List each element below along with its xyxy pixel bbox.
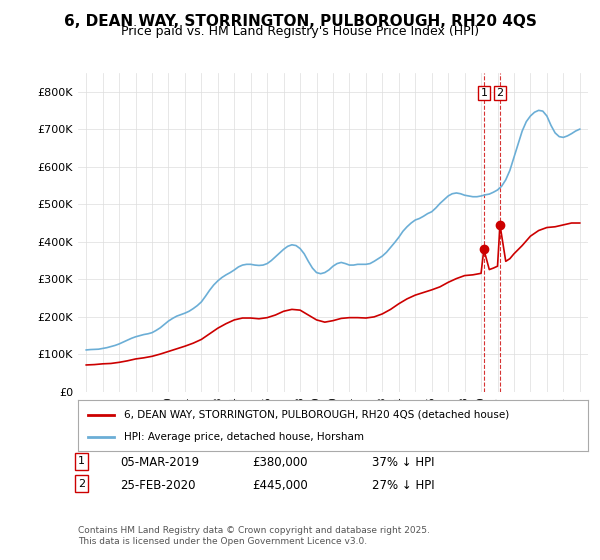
- Text: 27% ↓ HPI: 27% ↓ HPI: [372, 479, 434, 492]
- Text: 37% ↓ HPI: 37% ↓ HPI: [372, 456, 434, 469]
- Text: 2: 2: [496, 88, 503, 98]
- Text: 1: 1: [78, 456, 85, 466]
- Text: Contains HM Land Registry data © Crown copyright and database right 2025.
This d: Contains HM Land Registry data © Crown c…: [78, 526, 430, 546]
- Text: Price paid vs. HM Land Registry's House Price Index (HPI): Price paid vs. HM Land Registry's House …: [121, 25, 479, 38]
- Text: 05-MAR-2019: 05-MAR-2019: [120, 456, 199, 469]
- Text: £380,000: £380,000: [252, 456, 308, 469]
- Text: 25-FEB-2020: 25-FEB-2020: [120, 479, 196, 492]
- Text: £445,000: £445,000: [252, 479, 308, 492]
- Text: 2: 2: [78, 479, 85, 489]
- Text: 6, DEAN WAY, STORRINGTON, PULBOROUGH, RH20 4QS: 6, DEAN WAY, STORRINGTON, PULBOROUGH, RH…: [64, 14, 536, 29]
- Text: HPI: Average price, detached house, Horsham: HPI: Average price, detached house, Hors…: [124, 432, 364, 442]
- Text: 1: 1: [481, 88, 487, 98]
- Text: 6, DEAN WAY, STORRINGTON, PULBOROUGH, RH20 4QS (detached house): 6, DEAN WAY, STORRINGTON, PULBOROUGH, RH…: [124, 409, 509, 419]
